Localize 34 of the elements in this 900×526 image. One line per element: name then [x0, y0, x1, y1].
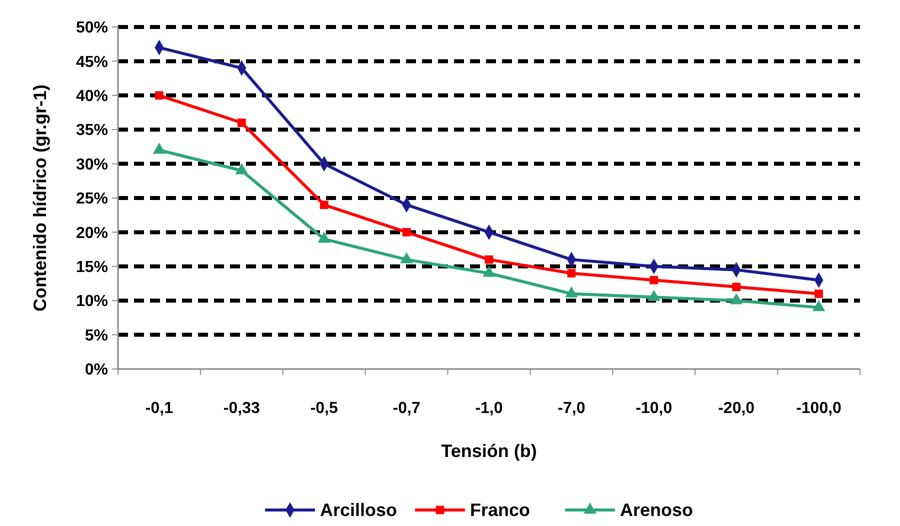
y-tick-label: 20% [76, 224, 108, 242]
y-tick-label: 45% [76, 54, 108, 71]
y-tick-label: 35% [76, 122, 108, 140]
x-tick-label: -0,1 [145, 400, 174, 417]
point [402, 228, 411, 236]
point [567, 269, 576, 278]
y-tick-label: 25% [76, 190, 108, 208]
point [237, 118, 246, 127]
y-tick-label: 10% [76, 293, 108, 310]
legend-label: Franco [470, 500, 530, 520]
point [155, 91, 164, 100]
x-tick-label: -100,0 [796, 400, 842, 417]
x-tick-label: -1,0 [475, 400, 503, 417]
x-tick-label: -0,5 [310, 400, 338, 417]
y-tick-label: 0% [84, 362, 108, 379]
x-tick-label: -20,0 [718, 400, 755, 417]
y-tick-label: 40% [76, 88, 108, 105]
point [732, 282, 741, 292]
x-tick-label: -7,0 [558, 400, 586, 417]
point [650, 276, 658, 284]
y-tick-label: 30% [76, 156, 108, 174]
x-tick-label: -10,0 [636, 400, 672, 417]
y-tick-label: 50% [76, 20, 108, 37]
point [320, 200, 328, 210]
y-tick-label: 5% [84, 327, 108, 344]
x-axis-title: Tensión (b) [441, 441, 537, 461]
legend-label: Arcilloso [320, 500, 398, 520]
legend-label: Arenoso [620, 500, 694, 520]
point [814, 290, 823, 298]
y-axis-title: Contenido hídrico (gr.gr-1) [30, 84, 50, 312]
y-tick-label: 15% [76, 259, 108, 276]
x-tick-label: -0,7 [392, 400, 420, 417]
x-tick-label: -0,33 [223, 400, 260, 417]
point [484, 255, 494, 264]
